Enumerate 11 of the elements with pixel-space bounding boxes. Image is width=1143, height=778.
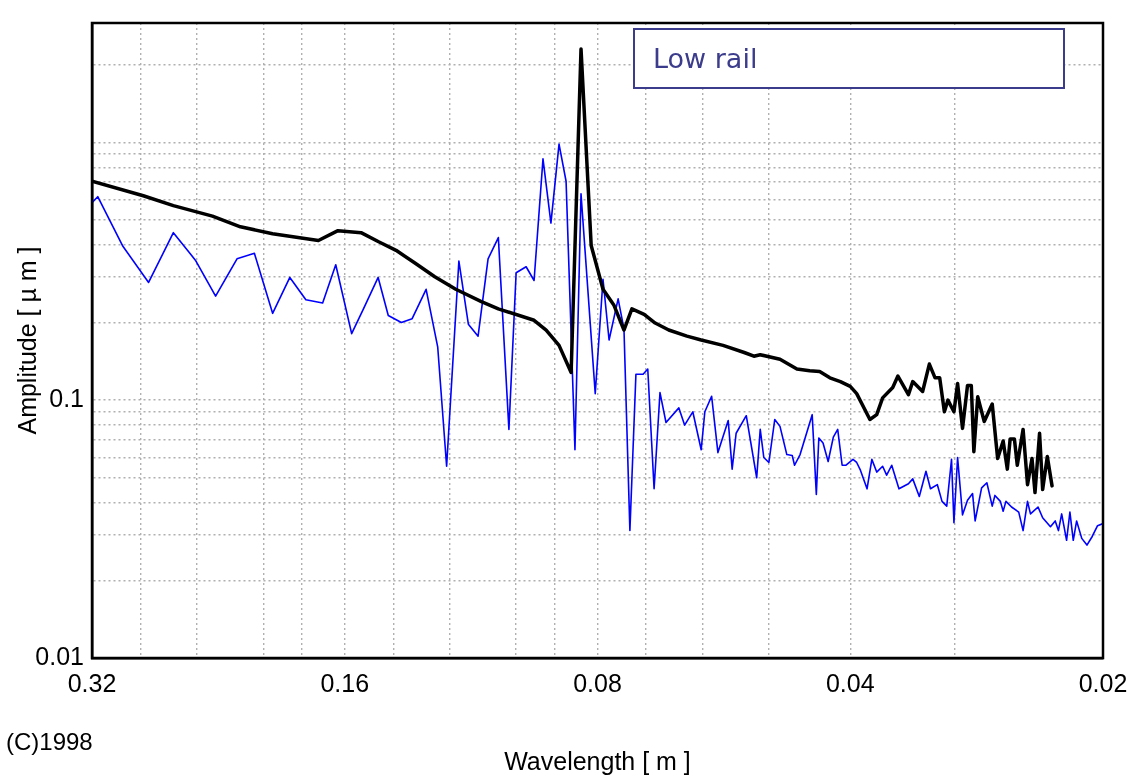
text: (C)1998 <box>6 728 93 756</box>
text-box: Low rail <box>633 28 1065 89</box>
x-tick-label: 0.16 <box>320 668 370 697</box>
x-tick-label: 0.04 <box>825 668 875 697</box>
y-axis-title: Amplitude [ µ m ] <box>12 246 41 435</box>
y-tick-label: 0.01 <box>35 641 84 670</box>
x-tick-label: 0.08 <box>573 668 622 697</box>
x-tick-label: 0.32 <box>67 668 117 697</box>
y-tick-label: 0.1 <box>49 384 84 413</box>
x-tick-label: 0.02 <box>1078 668 1128 697</box>
x-axis-title: Wavelength [ m ] <box>504 746 691 775</box>
